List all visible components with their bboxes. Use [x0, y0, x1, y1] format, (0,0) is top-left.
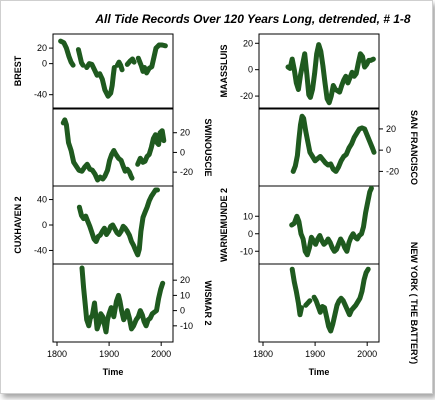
- series-brest: [58, 38, 168, 99]
- y-tick-label: -40: [34, 245, 47, 255]
- y-tick-label: 20: [37, 43, 47, 53]
- station-label-cuxhaven-2: CUXHAVEN 2: [13, 196, 23, 253]
- y-tick-label: 0: [386, 145, 391, 155]
- y-tick-label: 20: [180, 128, 190, 138]
- panel-frame: [258, 263, 380, 343]
- station-label-warnemunde-2: WARNEMUNDE 2: [219, 188, 229, 262]
- series-maassluis: [285, 42, 376, 106]
- panel-frame: [258, 185, 380, 265]
- panel-frame: [52, 263, 174, 343]
- panel-warnemunde-2: 10 0 -10 WARNEMUNDE 2: [219, 185, 380, 265]
- series-new-york-the-battery: [289, 266, 371, 334]
- panel-frame: [52, 33, 174, 109]
- y-tick-label: -10: [180, 321, 193, 331]
- x-tick-label: 1900: [99, 349, 119, 359]
- x-axis-title: Time: [103, 367, 124, 377]
- series-wismar-2: [79, 265, 166, 335]
- x-tick-label: 2000: [357, 349, 377, 359]
- series-line: [289, 186, 374, 258]
- series-line: [75, 47, 86, 68]
- series-line: [289, 266, 304, 318]
- series-line: [60, 117, 135, 183]
- station-label-swinouscie: SWINOUSCIE: [203, 118, 213, 176]
- x-axis-col1: 1800 1900 2000 Time: [47, 342, 171, 377]
- x-tick-label: 2000: [151, 349, 171, 359]
- y-tick-label: 10: [243, 211, 253, 221]
- station-label-san-francisco: SAN FRANCISCO: [409, 110, 419, 185]
- panel-wismar-2: 20 10 0 -10 WISMAR 2: [52, 263, 213, 343]
- y-tick-label: 0: [42, 220, 47, 230]
- panel-frame: [258, 108, 380, 187]
- y-tick-label: 0: [248, 65, 253, 75]
- series-line: [58, 38, 76, 68]
- series-warnemunde-2: [289, 186, 374, 258]
- y-tick-label: -20: [240, 91, 253, 101]
- series-cuxhaven-2: [76, 187, 160, 258]
- panel-brest: 20 0 -40 BREST: [13, 33, 174, 109]
- series-line: [84, 61, 117, 99]
- station-label-brest: BREST: [13, 55, 23, 86]
- chart-title: All Tide Records Over 120 Years Long, de…: [94, 12, 411, 26]
- series-line: [79, 265, 166, 335]
- y-tick-label: 0: [180, 306, 185, 316]
- station-label-maassluis: MAASSLUIS: [219, 44, 229, 97]
- panel-swinouscie: 20 0 -20 SWINOUSCIE: [52, 108, 213, 187]
- y-tick-label: 20: [243, 38, 253, 48]
- series-line: [114, 59, 125, 73]
- y-tick-label: 20: [180, 275, 190, 285]
- series-san-francisco: [290, 113, 377, 174]
- x-axes: 1800 1900 2000 Time 1800 1900 2000 Time: [47, 342, 377, 377]
- station-label-new-york-the-battery: NEW YORK ( THE BATTERY): [409, 242, 419, 364]
- y-tick-label: -20: [386, 166, 399, 176]
- y-tick-label: 20: [386, 124, 396, 134]
- y-tick-label: -20: [180, 167, 193, 177]
- x-tick-label: 1800: [253, 349, 273, 359]
- y-tick-label: 10: [180, 290, 190, 300]
- panel-san-francisco: 20 0 -20 SAN FRANCISCO: [258, 108, 419, 187]
- x-tick-label: 1800: [47, 349, 67, 359]
- y-tick-label: -10: [240, 246, 253, 256]
- x-tick-label: 1900: [305, 349, 325, 359]
- series-swinouscie: [60, 117, 167, 183]
- x-axis-col2: 1800 1900 2000 Time: [253, 342, 377, 377]
- panel-maassluis: 20 0 -20 MAASSLUIS: [219, 33, 380, 109]
- y-tick-label: -40: [34, 90, 47, 100]
- panel-cuxhaven-2: 40 0 -40 CUXHAVEN 2: [13, 185, 174, 265]
- tide-records-figure: All Tide Records Over 120 Years Long, de…: [13, 12, 419, 377]
- panels: 20 0 -40 BREST 20 0 -20 SWINOUSCIE 40 0 -40 CUXHAVE…: [13, 33, 419, 364]
- series-line: [135, 42, 168, 76]
- panel-new-york-the-battery: NEW YORK ( THE BATTERY): [258, 242, 419, 364]
- series-line: [311, 266, 371, 334]
- y-tick-label: 40: [37, 195, 47, 205]
- series-line: [290, 113, 377, 174]
- y-tick-label: 0: [248, 229, 253, 239]
- y-tick-label: 0: [42, 59, 47, 69]
- series-line: [303, 298, 313, 308]
- series-line: [135, 128, 167, 167]
- series-line: [285, 42, 376, 106]
- series-line: [124, 56, 137, 67]
- station-label-wismar-2: WISMAR 2: [203, 281, 213, 326]
- panel-frame: [258, 33, 380, 109]
- y-tick-label: 0: [180, 147, 185, 157]
- x-axis-title: Time: [309, 367, 330, 377]
- series-line: [76, 187, 160, 258]
